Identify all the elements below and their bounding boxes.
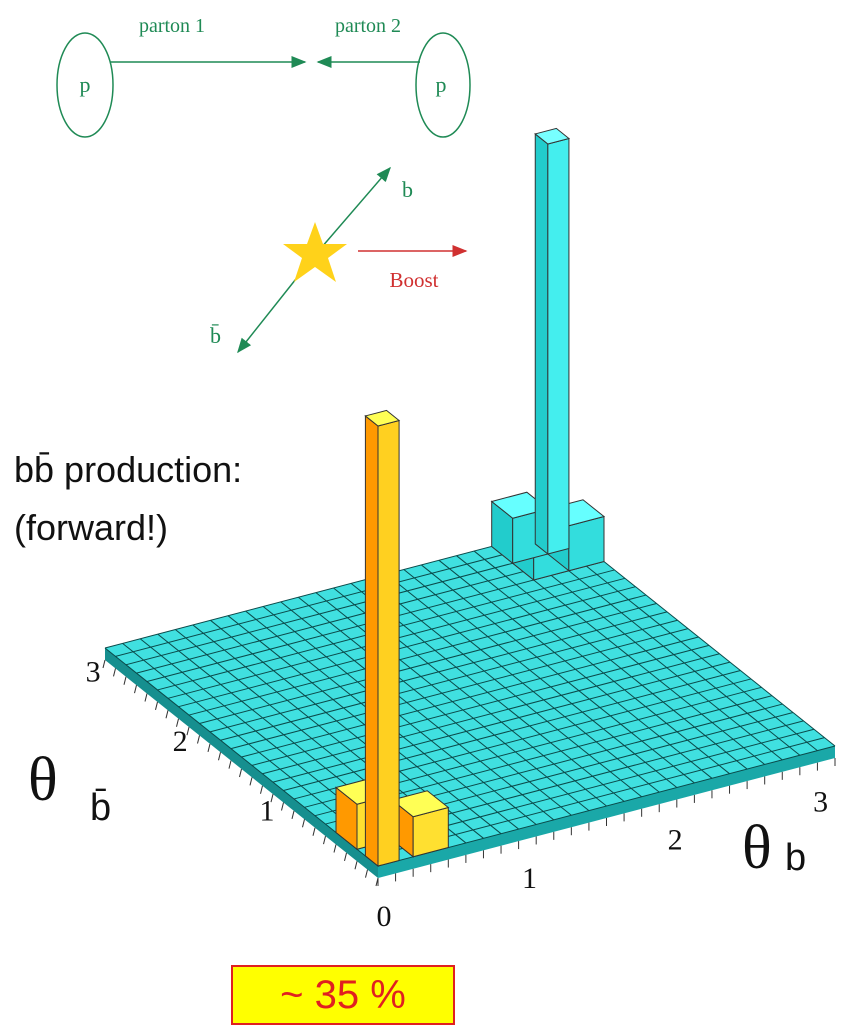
lego-plot xyxy=(103,128,835,886)
tower-face xyxy=(378,420,399,866)
x-tick-label: 1 xyxy=(522,862,537,895)
tick-stub xyxy=(208,744,210,752)
tick-stub xyxy=(198,735,200,743)
tick-stub xyxy=(166,710,168,718)
quark-label: b xyxy=(402,177,413,202)
body: parton 1 parton 2 p p b b̄ Boost bb̄ pro… xyxy=(0,0,865,1027)
boost-label: Boost xyxy=(389,268,438,292)
tick-stub xyxy=(261,786,263,794)
tick-stub xyxy=(135,685,137,693)
axis-label: θ xyxy=(742,814,772,882)
x-tick-label: 2 xyxy=(668,824,683,857)
y-tick-label: 2 xyxy=(173,725,188,758)
tick-stub xyxy=(303,819,305,827)
tick-stub xyxy=(145,694,147,702)
tick-stub xyxy=(345,853,347,861)
parton-label: parton 2 xyxy=(335,15,401,37)
parton-label: parton 1 xyxy=(139,15,205,37)
axis-label-subscript: b xyxy=(785,837,806,879)
page: bb production {"sketch": {"partons": ["p… xyxy=(0,0,865,1027)
tick-stub xyxy=(355,861,357,869)
tick-stub xyxy=(229,761,231,769)
tick-stub xyxy=(250,777,252,785)
tick-stub xyxy=(313,828,315,836)
tick-stub xyxy=(282,803,284,811)
y-tick-label: 1 xyxy=(260,795,275,828)
proton-label: p xyxy=(436,72,447,97)
quark-label: b̄ xyxy=(210,323,221,348)
x-tick-label: 0 xyxy=(377,900,392,933)
quark-arrow xyxy=(315,168,390,255)
tower-face xyxy=(535,134,548,554)
tower-face xyxy=(365,416,378,866)
tick-stub xyxy=(124,677,126,685)
tick-stub xyxy=(240,769,242,777)
collision-star xyxy=(283,222,347,282)
caption: (forward!) xyxy=(14,507,168,548)
slide: parton 1 parton 2 p p b b̄ Boost bb̄ pro… xyxy=(0,0,865,1027)
axis-label-subscript: b̄ xyxy=(90,787,111,829)
tick-stub xyxy=(334,844,336,852)
caption: bb̄ production: xyxy=(14,449,242,490)
x-tick-label: 3 xyxy=(813,785,828,818)
tick-stub xyxy=(103,660,105,668)
tick-stub xyxy=(366,870,368,878)
tower-face xyxy=(548,138,569,554)
tick-stub xyxy=(114,668,116,676)
fraction-label: ~ 35 % xyxy=(280,973,406,1017)
y-tick-label: 3 xyxy=(86,656,101,689)
proton-label: p xyxy=(80,72,91,97)
tick-stub xyxy=(324,836,326,844)
axis-label: θ xyxy=(28,746,58,814)
tick-stub xyxy=(292,811,294,819)
tick-stub xyxy=(156,702,158,710)
tick-stub xyxy=(219,752,221,760)
